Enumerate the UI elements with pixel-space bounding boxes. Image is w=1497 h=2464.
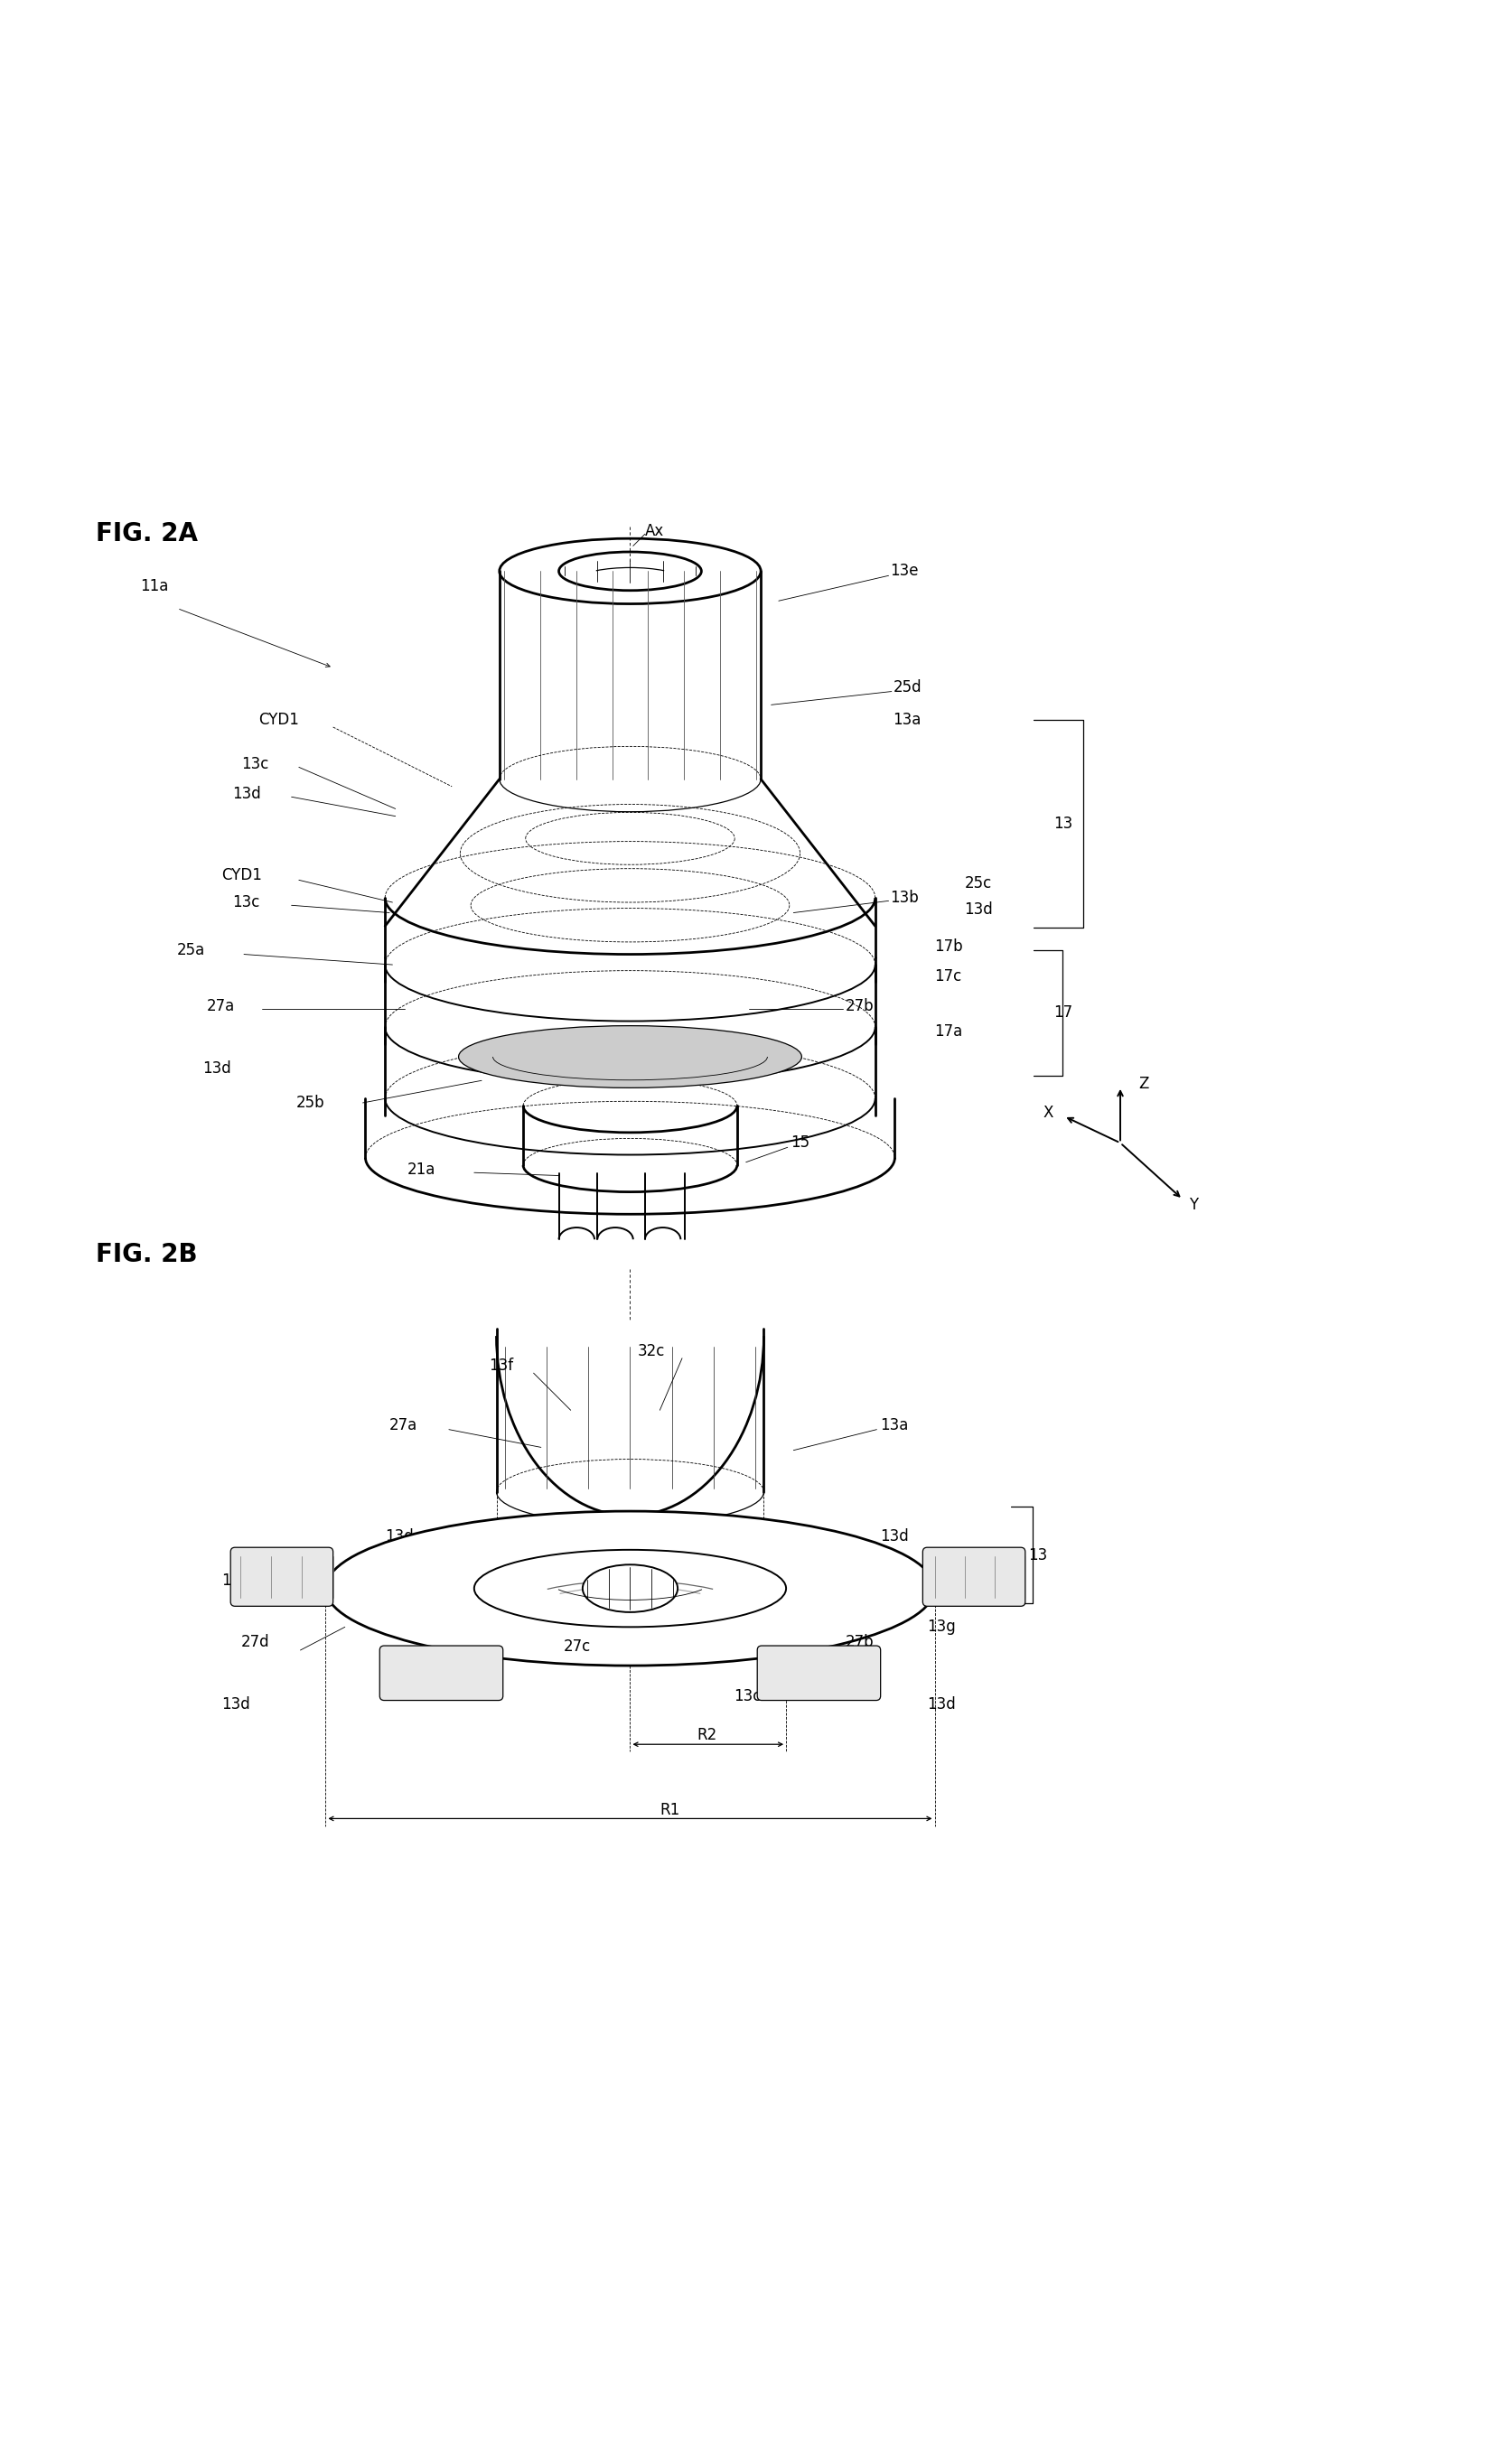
Text: 13d: 13d xyxy=(964,902,993,919)
Text: 13: 13 xyxy=(1052,816,1072,833)
Text: 13d: 13d xyxy=(202,1060,231,1077)
Text: 25b: 25b xyxy=(296,1094,325,1111)
FancyBboxPatch shape xyxy=(379,1646,503,1700)
Text: 17b: 17b xyxy=(934,939,963,956)
FancyBboxPatch shape xyxy=(922,1547,1024,1607)
Text: 13d: 13d xyxy=(222,1695,250,1712)
Text: 13: 13 xyxy=(1027,1547,1046,1565)
Text: 13f: 13f xyxy=(488,1358,513,1375)
Text: Y: Y xyxy=(1189,1198,1198,1212)
Text: 13c: 13c xyxy=(555,1050,582,1064)
Text: 13a: 13a xyxy=(892,712,921,727)
Text: 17: 17 xyxy=(1052,1005,1072,1020)
Text: 27b: 27b xyxy=(844,998,874,1015)
Text: 13d: 13d xyxy=(232,786,260,803)
Text: FIG. 2B: FIG. 2B xyxy=(96,1242,198,1266)
Text: 13d: 13d xyxy=(385,1528,413,1545)
Text: 25a: 25a xyxy=(177,941,205,958)
Text: R2: R2 xyxy=(696,1727,717,1745)
Text: X: X xyxy=(1042,1104,1052,1121)
Text: 13c: 13c xyxy=(241,756,268,771)
Text: 32c: 32c xyxy=(638,1343,665,1360)
Text: 27d: 27d xyxy=(241,1634,269,1651)
FancyBboxPatch shape xyxy=(231,1547,332,1607)
Text: 13b: 13b xyxy=(927,1557,955,1574)
Text: 13d: 13d xyxy=(879,1528,907,1545)
Text: 21a: 21a xyxy=(407,1161,436,1178)
Text: 27c: 27c xyxy=(563,1639,590,1653)
Text: 13g: 13g xyxy=(927,1619,955,1636)
Text: 11a: 11a xyxy=(139,579,168,594)
Text: 13c: 13c xyxy=(734,1688,760,1705)
Text: 13c: 13c xyxy=(232,894,259,912)
Text: 17a: 17a xyxy=(934,1023,963,1040)
Text: 25d: 25d xyxy=(892,680,921,695)
Text: Ax: Ax xyxy=(645,522,663,540)
Text: FIG. 2A: FIG. 2A xyxy=(96,522,198,547)
Text: CYD1: CYD1 xyxy=(259,712,299,727)
Text: 13a: 13a xyxy=(879,1417,907,1434)
Ellipse shape xyxy=(458,1025,801,1087)
Text: 13e: 13e xyxy=(570,1574,599,1592)
Text: 13b: 13b xyxy=(889,890,918,907)
Ellipse shape xyxy=(582,1565,677,1611)
Text: Z: Z xyxy=(1138,1074,1148,1092)
Text: 13c: 13c xyxy=(222,1572,249,1589)
Text: 13d: 13d xyxy=(927,1695,955,1712)
Text: 15: 15 xyxy=(790,1136,810,1151)
Ellipse shape xyxy=(325,1510,934,1666)
Text: 27a: 27a xyxy=(207,998,235,1015)
Text: 27b: 27b xyxy=(844,1634,874,1651)
FancyBboxPatch shape xyxy=(757,1646,880,1700)
Text: 27a: 27a xyxy=(389,1417,418,1434)
Text: CYD1: CYD1 xyxy=(222,867,262,885)
Ellipse shape xyxy=(475,1550,786,1626)
Text: R1: R1 xyxy=(660,1801,680,1818)
Text: 17c: 17c xyxy=(934,968,961,986)
Text: 13e: 13e xyxy=(889,564,918,579)
Text: 25c: 25c xyxy=(964,875,991,892)
